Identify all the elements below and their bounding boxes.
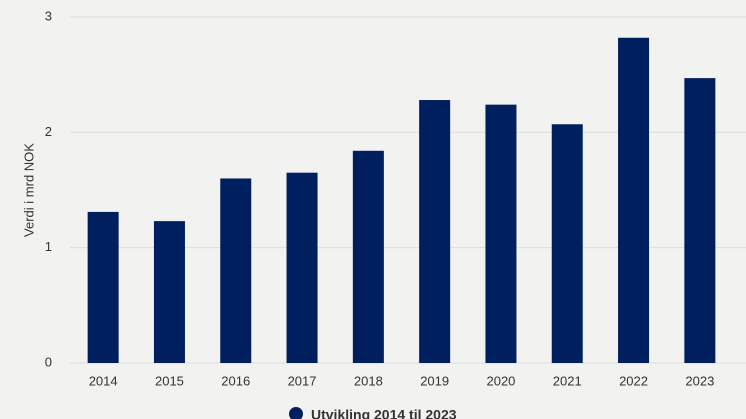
bar <box>220 178 252 363</box>
bar <box>485 104 517 364</box>
bar <box>618 37 650 363</box>
x-tick-label: 2017 <box>288 373 317 388</box>
x-tick-label: 2023 <box>685 373 714 388</box>
legend-marker <box>289 407 303 419</box>
bar <box>153 221 185 363</box>
bar <box>684 78 716 364</box>
bar <box>87 211 119 363</box>
y-axis-label: Verdi i mrd NOK <box>21 143 36 237</box>
x-tick-label: 2021 <box>553 373 582 388</box>
bar <box>286 172 318 363</box>
legend-label: Utvikling 2014 til 2023 <box>311 407 457 419</box>
y-tick-label: 3 <box>45 8 52 23</box>
y-tick-label: 2 <box>45 124 52 139</box>
bar <box>419 100 451 363</box>
bar <box>551 124 583 363</box>
x-tick-label: 2016 <box>221 373 250 388</box>
x-tick-label: 2014 <box>89 373 118 388</box>
x-tick-label: 2019 <box>420 373 449 388</box>
y-tick-label: 0 <box>45 354 52 369</box>
x-tick-label: 2015 <box>155 373 184 388</box>
y-tick-label: 1 <box>45 239 52 254</box>
x-tick-label: 2022 <box>619 373 648 388</box>
bar <box>352 150 384 363</box>
x-tick-label: 2020 <box>486 373 515 388</box>
x-tick-label: 2018 <box>354 373 383 388</box>
